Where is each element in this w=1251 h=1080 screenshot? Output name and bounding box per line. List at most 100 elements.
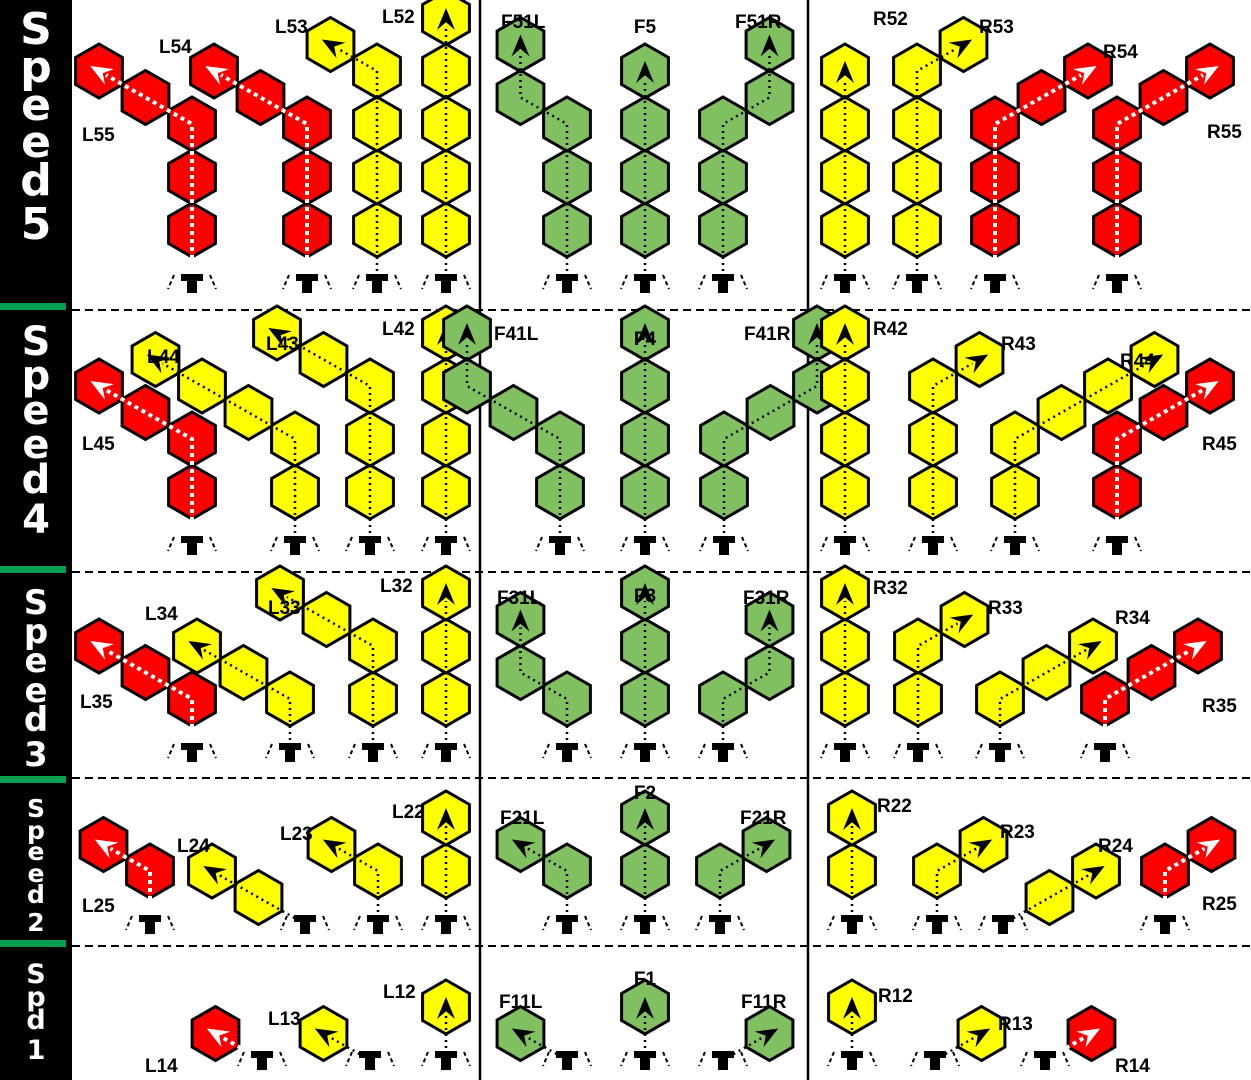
base-stem — [300, 921, 310, 934]
base-guide-left — [542, 915, 550, 931]
base-top — [1004, 536, 1026, 543]
base-top — [181, 274, 203, 281]
arrow-icon — [1195, 66, 1219, 85]
base-guide-left — [620, 274, 628, 290]
speed-number: 5 — [20, 199, 52, 251]
path-line — [721, 52, 771, 283]
base-guide-right — [167, 915, 175, 931]
maneuver-l45: L45 — [74, 357, 217, 555]
base-guide-left — [535, 536, 543, 552]
label-l55: L55 — [82, 125, 115, 146]
base-guide-left — [1092, 274, 1100, 290]
base-stem — [562, 921, 572, 934]
hex-tile — [542, 148, 592, 206]
base-guide-left — [978, 915, 986, 931]
label-r55: R55 — [1207, 122, 1242, 143]
label-r33: R33 — [988, 598, 1023, 619]
hex-tile — [893, 617, 943, 675]
hex-tile — [177, 357, 227, 415]
hex-tile — [620, 463, 670, 521]
label-l22: L22 — [392, 802, 425, 823]
hex-tile — [620, 357, 670, 415]
hex-tile — [695, 842, 745, 900]
base-top — [284, 536, 306, 543]
ship-base-icon — [698, 743, 748, 762]
label-l13: L13 — [268, 1009, 301, 1030]
path-line — [109, 846, 152, 924]
arrow-icon — [314, 1028, 339, 1048]
hex-tile — [442, 357, 492, 415]
label-r34: R34 — [1115, 608, 1150, 629]
base-guide-right — [577, 536, 585, 552]
ship-base-icon — [820, 536, 870, 555]
base-guide-left — [542, 1051, 550, 1067]
base-guide-right — [463, 743, 471, 759]
base-top — [366, 274, 388, 281]
base-stem — [441, 921, 451, 934]
hex-tile — [698, 201, 748, 259]
hex-tile — [1092, 95, 1142, 153]
ship-base-icon — [620, 274, 670, 293]
label-l24: L24 — [177, 836, 210, 857]
hex-tile — [820, 410, 870, 468]
hex-tile — [827, 842, 877, 900]
label-r23: R23 — [1000, 822, 1035, 843]
base-guide-right — [740, 274, 748, 290]
base-stem — [373, 921, 383, 934]
base-top — [362, 743, 384, 750]
ship-base-icon — [167, 274, 217, 293]
ship-base-icon — [352, 274, 402, 293]
arrow-icon — [1183, 641, 1207, 660]
maneuver-f41l: F41L — [442, 304, 585, 555]
base-stem — [441, 280, 451, 293]
hex-tile — [892, 148, 942, 206]
base-guide-left — [421, 915, 429, 931]
base-stem — [930, 1057, 940, 1070]
hex-tile — [908, 463, 958, 521]
label-l25: L25 — [82, 896, 115, 917]
arrow-icon — [760, 609, 779, 632]
ship-base-icon — [620, 915, 670, 934]
maneuver-r22: R22 — [827, 789, 912, 934]
maneuver-f41r: F41R — [699, 304, 842, 555]
maneuver-r42: R42 — [820, 304, 908, 555]
hex-tile — [167, 95, 217, 153]
label-f3: F3 — [634, 586, 656, 607]
ship-base-icon — [542, 743, 592, 762]
path-line — [283, 335, 372, 545]
maneuver-f5: F5 — [620, 17, 670, 293]
label-r13: R13 — [998, 1014, 1033, 1035]
hex-tile — [620, 410, 670, 468]
arrow-icon — [90, 381, 114, 400]
ship-base-icon — [280, 915, 330, 934]
ship-base-icon — [912, 915, 962, 934]
path-line — [336, 47, 379, 283]
base-guide-right — [1032, 536, 1040, 552]
path-line — [286, 595, 375, 752]
ship-base-icon — [978, 915, 1028, 934]
maneuver-r35: R35 — [1080, 617, 1237, 762]
base-stem — [372, 280, 382, 293]
base-guide-right — [1020, 915, 1028, 931]
ship-base-icon — [345, 1051, 395, 1070]
base-guide-right — [740, 743, 748, 759]
base-stem — [718, 280, 728, 293]
base-top — [926, 915, 948, 922]
base-stem — [562, 1057, 572, 1070]
ship-base-icon — [353, 915, 403, 934]
ship-base-icon — [270, 536, 320, 555]
base-stem — [365, 542, 375, 555]
hex-tile — [990, 463, 1040, 521]
arrow-icon — [90, 66, 114, 85]
base-stem — [990, 280, 1000, 293]
path-line — [721, 627, 771, 752]
hex-tile — [223, 383, 274, 442]
base-guide-right — [1134, 274, 1142, 290]
base-guide-right — [737, 915, 745, 931]
label-f5: F5 — [634, 17, 657, 38]
base-stem — [562, 749, 572, 762]
hex-tile — [1036, 383, 1087, 442]
maneuver-r54: R54 — [970, 42, 1138, 293]
label-r52: R52 — [873, 9, 908, 30]
ship-base-icon — [910, 1051, 960, 1070]
